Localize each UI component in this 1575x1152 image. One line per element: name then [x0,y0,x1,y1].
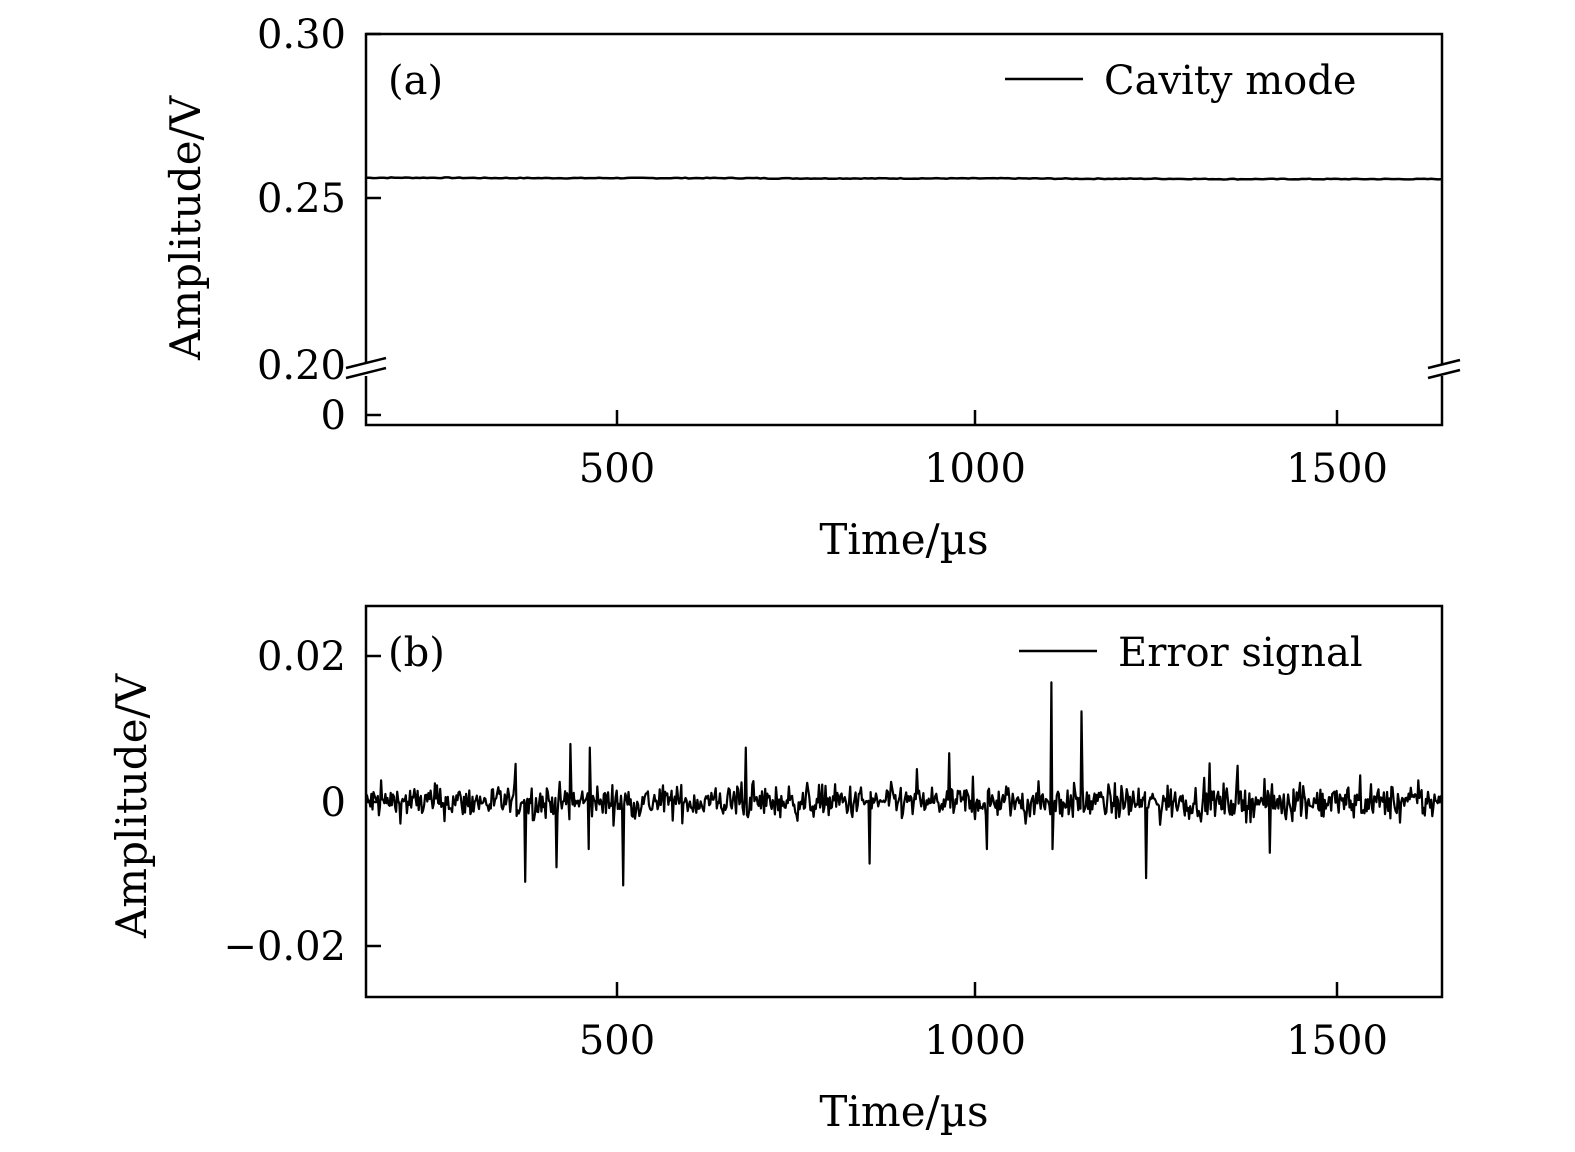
error-signal-series-line [365,681,1444,887]
panel-b-ytick-label-0.02: 0.02 [257,634,346,680]
panel-b-ytick-label-0: 0 [321,780,346,826]
panel-b: 0.02 0 −0.02 500 1000 1500 Time/µs Ampli… [107,604,1444,1136]
panel-a-x-axis-title: Time/µs [819,515,988,564]
panel-a-frame [364,32,1444,427]
panel-b-legend: Error signal [1019,630,1363,676]
panel-b-legend-label: Error signal [1118,630,1363,676]
panel-b-label: (b) [388,630,445,676]
panel-a-axis-break-right [1422,358,1462,380]
panel-a-ytick-label-0.30: 0.30 [257,12,346,58]
panel-a-ytick-label-0.25: 0.25 [257,176,346,222]
panel-a: 0.30 0.25 0.20 0 500 1000 1500 Time/µs A… [161,12,1462,564]
panel-a-trace-group [365,176,1443,181]
panel-a-xtick-label-500: 500 [579,446,655,492]
panel-a-y-axis-title: Amplitude/V [161,95,210,361]
panel-a-axis-break-left [345,356,387,380]
panel-b-x-axis-title: Time/µs [819,1087,988,1136]
panel-b-y-axis-title: Amplitude/V [107,673,156,939]
panel-a-xtick-label-1500: 1500 [1286,446,1388,492]
cavity-mode-series-line [365,176,1443,181]
panel-a-legend-label: Cavity mode [1104,58,1357,104]
panel-b-xtick-label-500: 500 [579,1018,655,1064]
panel-a-ytick-label-0.20: 0.20 [257,343,346,389]
panel-a-ytick-label-0: 0 [321,393,346,439]
panel-b-ytick-label-neg0.02: −0.02 [223,924,346,970]
panel-b-xtick-label-1000: 1000 [924,1018,1026,1064]
panel-b-xtick-label-1500: 1500 [1286,1018,1388,1064]
panel-a-label: (a) [388,58,443,104]
panel-a-legend: Cavity mode [1005,58,1357,104]
panel-b-trace-group [365,681,1444,887]
panel-a-xtick-label-1000: 1000 [924,446,1026,492]
